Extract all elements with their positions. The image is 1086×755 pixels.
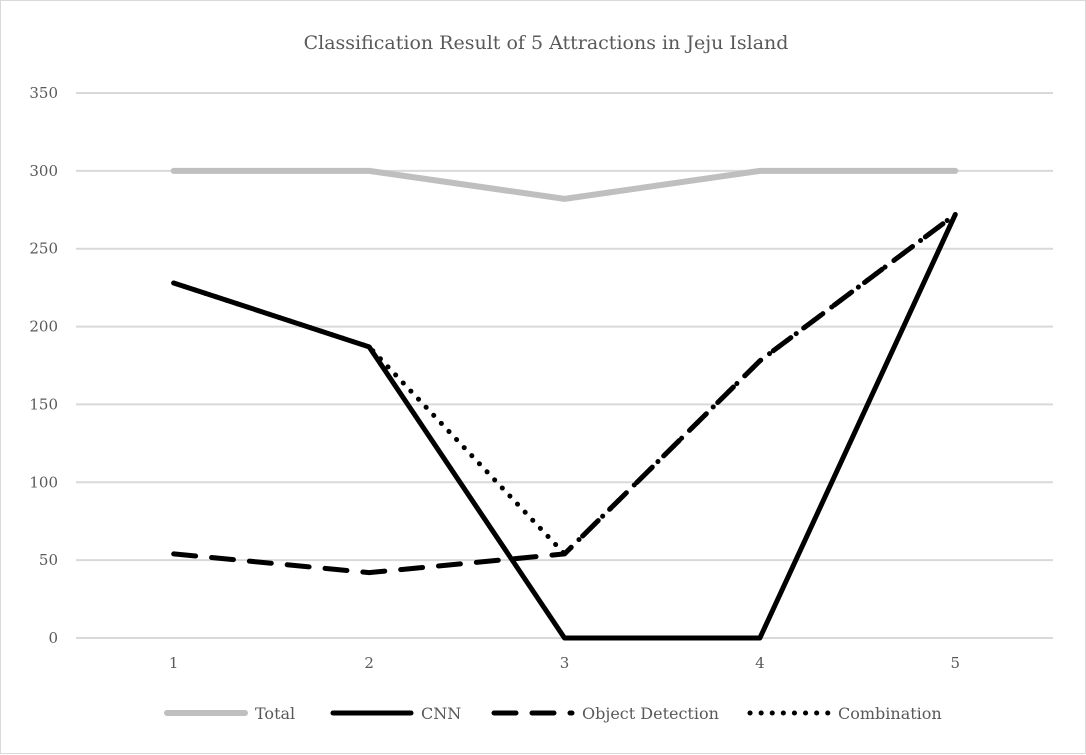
series-line-total xyxy=(170,167,959,202)
series-line-combination xyxy=(171,211,958,557)
legend: Total CNN Object Detection Combination xyxy=(164,704,942,723)
y-tick-label: 250 xyxy=(29,240,58,258)
y-tick-label: 300 xyxy=(29,162,58,180)
x-tick-label: 5 xyxy=(951,654,961,672)
y-axis-ticks: 0 50 100 150 200 250 300 350 xyxy=(29,84,58,647)
y-tick-label: 50 xyxy=(39,551,58,569)
legend-label: CNN xyxy=(421,704,461,723)
x-axis-ticks: 1 2 3 4 5 xyxy=(169,654,960,672)
y-tick-label: 100 xyxy=(29,473,58,491)
series-line-cnn xyxy=(171,211,958,641)
legend-label: Total xyxy=(255,704,295,723)
x-tick-label: 2 xyxy=(364,654,374,672)
x-tick-label: 4 xyxy=(755,654,765,672)
y-tick-label: 150 xyxy=(29,395,58,413)
y-tick-label: 350 xyxy=(29,84,58,102)
x-tick-label: 1 xyxy=(169,654,179,672)
series-layer xyxy=(170,167,959,641)
y-tick-label: 0 xyxy=(48,629,58,647)
x-tick-label: 3 xyxy=(560,654,570,672)
legend-label: Object Detection xyxy=(582,704,719,723)
chart-title: Classification Result of 5 Attractions i… xyxy=(304,32,789,54)
legend-label: Combination xyxy=(838,704,942,723)
y-tick-label: 200 xyxy=(29,318,58,336)
series-line-object-detection xyxy=(171,211,958,576)
